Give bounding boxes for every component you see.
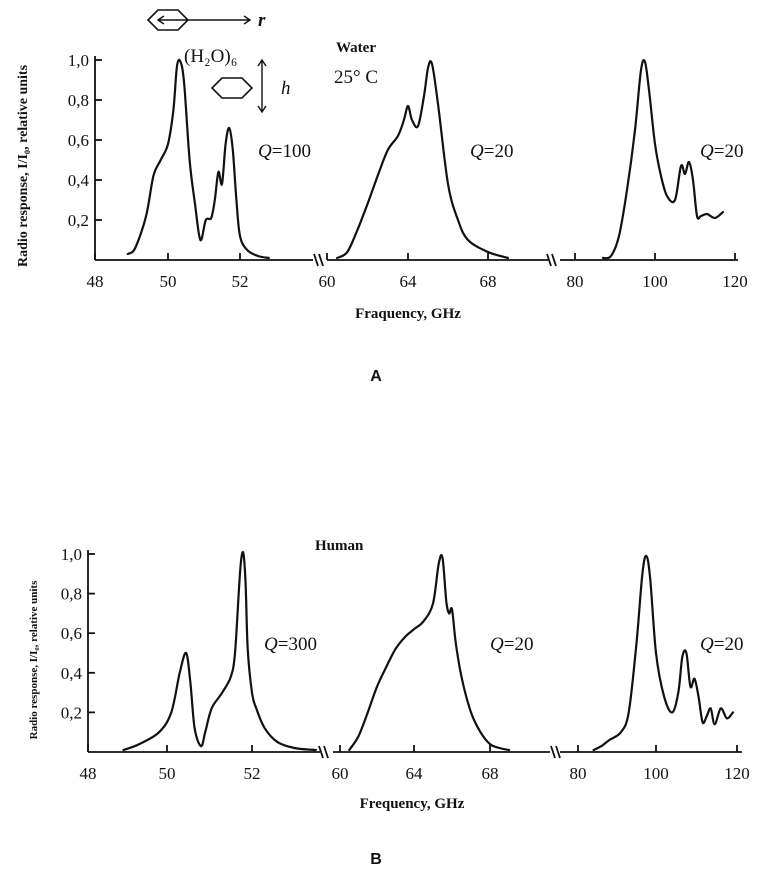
panel-b-x-tick-label: 60 [332, 764, 349, 783]
panel-a-x-tick-label: 120 [722, 272, 748, 291]
panel-a-axis-break [551, 253, 557, 267]
panel-b-label: B [370, 851, 382, 868]
hexagon-h-icon [210, 58, 267, 114]
panel-b-y-tick-label: 0,2 [61, 703, 82, 722]
panel-a-curve-segment-3 [601, 59, 725, 260]
panel-a-y-tick-label: 0,2 [68, 211, 89, 230]
panel-a-y-tick-label: 0,8 [68, 91, 89, 110]
panel-b-x-tick-label: 48 [80, 764, 97, 783]
panel-b-x-tick-label: 120 [724, 764, 750, 783]
panel-a-y-tick-label: 0,4 [68, 171, 90, 190]
panel-b-x-tick-label: 100 [643, 764, 669, 783]
panel-a-y-tick-label: 0,6 [68, 131, 89, 150]
panel-b-y-tick-label: 0,8 [61, 585, 82, 604]
panel-b-curve-segment-1 [122, 550, 317, 752]
panel-a-q-label-1: Q=100 [258, 141, 311, 162]
panel-a-x-tick-label: 48 [87, 272, 104, 291]
panel-a-x-tick-label: 60 [319, 272, 336, 291]
panel-a-x-tick-label: 52 [232, 272, 249, 291]
panel-b-axis-break [323, 745, 329, 759]
panel-b-y-tick-label: 0,4 [61, 664, 83, 683]
panel-a-q-label-3: Q=20 [700, 141, 743, 162]
h-label: h [281, 78, 291, 99]
panel-b-axis-break [318, 745, 324, 759]
panel-b-x-tick-label: 52 [244, 764, 261, 783]
panel-a-label: A [370, 368, 382, 385]
panel-a-subtitle: Water [336, 40, 376, 56]
panel-a-x-tick-label: 100 [642, 272, 668, 291]
panel-b-chart: Human Frequency, GHz Radio response, I/I… [28, 538, 750, 868]
panel-a-axis-break [546, 253, 552, 267]
panel-a-curve-segment-1 [126, 58, 270, 260]
panel-a-x-tick-label: 64 [400, 272, 418, 291]
panel-b-axis-break [550, 745, 556, 759]
panel-a-q-label-2: Q=20 [470, 141, 513, 162]
panel-a-temperature: 25° C [334, 67, 378, 88]
panel-b-q-label-1: Q=300 [264, 634, 317, 655]
panel-b-y-axis-title: Radio response, I/I₀, relative units [28, 580, 40, 739]
panel-a-x-tick-label: 80 [567, 272, 584, 291]
r-label: r [258, 10, 266, 31]
panel-a-y-axis-title: Radio response, I/I₀, relative units [16, 64, 31, 267]
panel-b-y-tick-label: 1,0 [61, 545, 82, 564]
panel-b-curve-segment-2 [348, 553, 511, 752]
panel-b-axis-break [555, 745, 561, 759]
hexagon-r-icon [146, 9, 252, 31]
panel-b-curve-segment-3 [592, 554, 735, 752]
panel-a-molecule-label: (H₂O)₆ [184, 46, 237, 67]
panel-b-subtitle: Human [315, 538, 364, 554]
panel-b-x-tick-label: 64 [406, 764, 424, 783]
panel-b-q-label-3: Q=20 [700, 634, 743, 655]
panel-b-q-label-2: Q=20 [490, 634, 533, 655]
panel-a-x-tick-label: 50 [160, 272, 177, 291]
panel-b-y-tick-label: 0,6 [61, 624, 82, 643]
panel-a-y-tick-label: 1,0 [68, 51, 89, 70]
panel-b-x-axis-title: Frequency, GHz [360, 796, 465, 812]
panel-a-chart: Water 25° C (H₂O)₆ r h Fraquency, GHz Ra… [16, 9, 748, 385]
panel-b-x-tick-label: 68 [482, 764, 499, 783]
panel-a-x-tick-label: 68 [480, 272, 497, 291]
panel-b-x-tick-label: 50 [159, 764, 176, 783]
panel-b-x-tick-label: 80 [570, 764, 587, 783]
panel-a-curve-segment-2 [336, 60, 510, 260]
panel-a-axis-break [313, 253, 319, 267]
panel-a-axis-break [318, 253, 324, 267]
panel-a-x-axis-title: Fraquency, GHz [355, 306, 461, 322]
